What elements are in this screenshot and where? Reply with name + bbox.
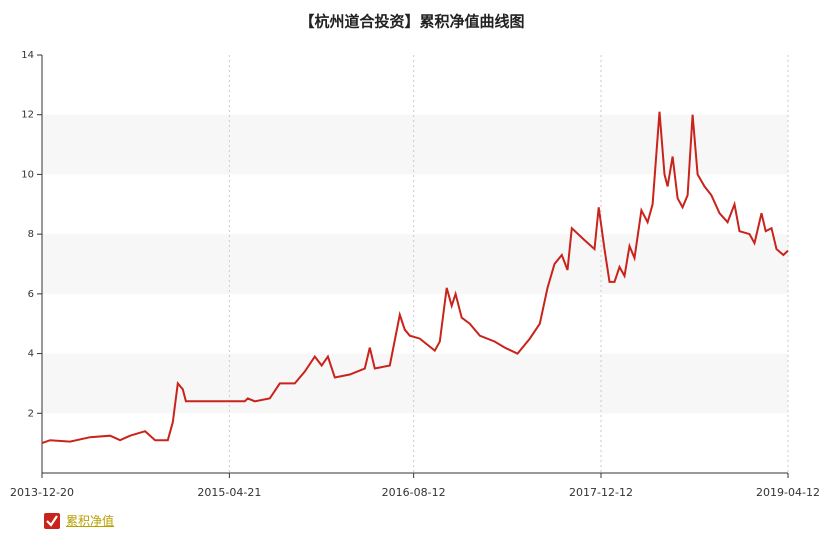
legend-checkbox[interactable] — [44, 512, 60, 529]
y-tick-label: 10 — [21, 169, 34, 180]
grid-band — [42, 353, 788, 414]
x-tick-label: 2013-12-20 — [10, 486, 74, 499]
y-tick-label: 12 — [21, 110, 34, 121]
grid-band — [42, 114, 788, 175]
legend: 累积净值 — [44, 512, 114, 529]
legend-label[interactable]: 累积净值 — [66, 514, 115, 528]
x-tick-label: 2019-04-12 — [756, 486, 820, 499]
y-tick-label: 8 — [28, 229, 34, 240]
check-icon — [46, 514, 58, 527]
y-tick-label: 4 — [28, 349, 34, 360]
x-tick-label: 2015-04-21 — [197, 486, 261, 499]
x-tick-label: 2016-08-12 — [382, 486, 446, 499]
series-line — [41, 111, 789, 445]
grid-band — [42, 234, 788, 294]
y-tick-label: 2 — [28, 408, 34, 419]
y-tick-label: 6 — [28, 289, 34, 300]
y-tick-label: 14 — [21, 50, 34, 61]
chart-title: 【杭州道合投资】累积净值曲线图 — [299, 13, 524, 31]
chart: 【杭州道合投资】累积净值曲线图 2 4 6 8 10 12 14 2013-12-20 2015… — [10, 13, 820, 500]
x-tick-label: 2017-12-12 — [569, 486, 633, 499]
